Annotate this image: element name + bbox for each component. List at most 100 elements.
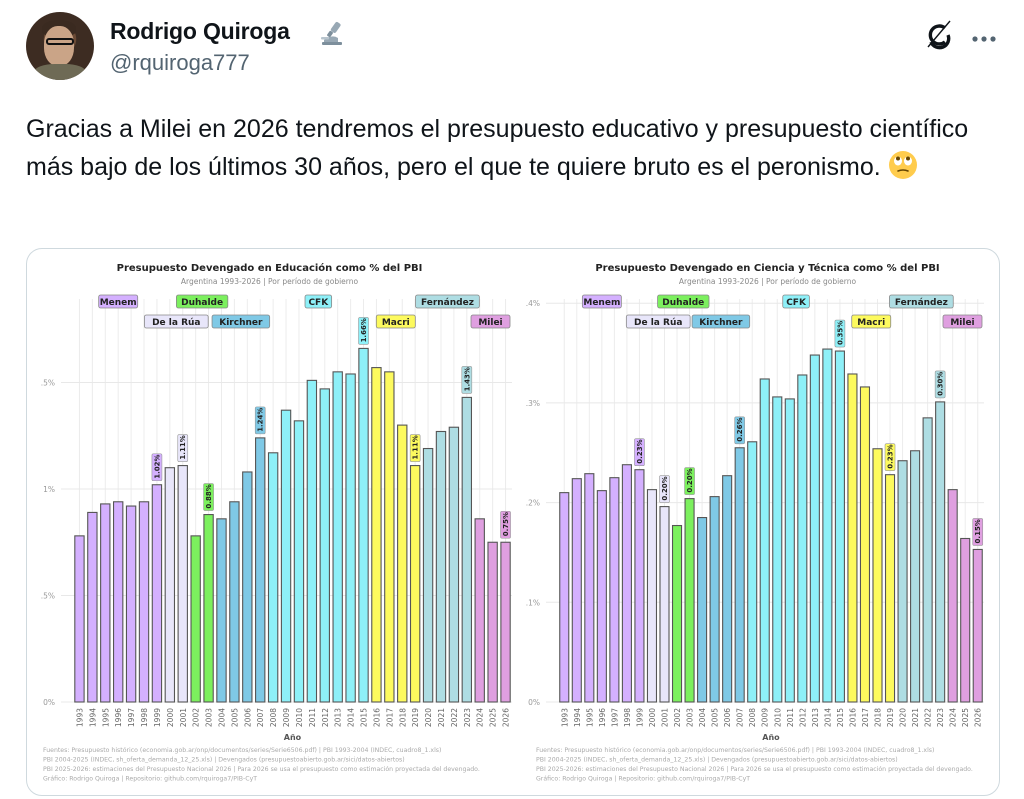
x-tick-label: 2023 (463, 708, 472, 727)
period-label-bg (942, 314, 983, 329)
bar-2026 (500, 541, 511, 703)
value-annotation-2015: 0.35% (834, 319, 846, 348)
bar-1995 (584, 473, 595, 703)
x-tick-label: 2010 (773, 708, 782, 727)
value-annotation-2007: 1.24% (254, 406, 266, 435)
chart-subtitle: Argentina 1993-2026 | Por período de gob… (181, 277, 359, 286)
avatar[interactable] (26, 12, 94, 80)
x-tick-label: 2024 (476, 708, 485, 727)
value-annotation-2003: 0.20% (684, 467, 695, 495)
bar-2019 (884, 474, 896, 703)
bar-2021 (435, 430, 447, 703)
x-tick-label: 2021 (911, 708, 920, 727)
bar-2011 (784, 398, 795, 703)
x-axis-title: Año (284, 733, 302, 742)
x-tick-label: 1995 (585, 708, 594, 727)
value-annotation-2015: 1.66% (358, 317, 369, 345)
value-annotation-2007: 0.26% (734, 416, 745, 445)
bar-2002 (671, 524, 683, 703)
x-tick-label: 2016 (372, 708, 381, 727)
bar-2008 (747, 441, 758, 703)
x-tick-label: 2001 (179, 708, 188, 727)
y-tick-label: .5% (41, 379, 55, 388)
period-label-text: Macri (857, 318, 885, 328)
x-tick-label: 2017 (861, 708, 870, 727)
x-tick-label: 2001 (661, 708, 670, 727)
period-label-bg (889, 294, 954, 309)
value-annotation-2023: 0.30% (934, 370, 946, 399)
bar-2021 (910, 450, 921, 703)
bar-2014 (822, 348, 833, 703)
period-label-cfk: CFK (304, 294, 333, 309)
bar-2008 (267, 452, 279, 703)
bar-2001 (659, 506, 670, 703)
x-tick-label: 2006 (243, 708, 252, 727)
value-annotation-bg (500, 510, 511, 539)
x-tick-label: 2021 (437, 708, 446, 727)
value-annotation-text: 1.43% (463, 367, 471, 391)
bar-2002 (190, 535, 201, 703)
chart-title: Presupuesto Devengado en Ciencia y Técni… (595, 262, 939, 274)
microscope-icon (321, 21, 342, 45)
value-annotation-bg (203, 483, 214, 511)
bar-2017 (859, 386, 871, 703)
x-tick-label: 2007 (736, 708, 745, 727)
bar-2000 (164, 467, 176, 703)
period-label-kirchner: Kirchner (691, 314, 751, 329)
value-annotation-bg (358, 317, 369, 345)
grok-icon[interactable] (920, 17, 956, 53)
bar-1994 (571, 478, 582, 703)
x-axis-title: Año (762, 733, 780, 742)
value-annotation-text: 1.02% (153, 454, 161, 478)
bar-2018 (397, 424, 408, 703)
bar-2010 (772, 396, 783, 703)
period-label-delara: De la Rúa (625, 314, 691, 329)
bar-2004 (216, 518, 227, 703)
tweet-media[interactable]: Presupuesto Devengado en Educación como … (26, 248, 1000, 796)
period-label-text: CFK (786, 298, 807, 308)
bar-2023 (461, 396, 473, 703)
face-with-rolling-eyes-icon (888, 151, 917, 179)
more-options-icon[interactable] (966, 22, 1002, 48)
author-display-name[interactable]: Rodrigo Quiroga (110, 18, 290, 44)
x-tick-label: 1994 (573, 708, 582, 727)
bar-2015 (834, 350, 845, 703)
period-label-text: Fernández (421, 298, 474, 308)
x-tick-label: 2025 (489, 708, 498, 727)
bar-1999 (634, 469, 645, 703)
period-label-delara: De la Rúa (143, 314, 209, 329)
x-tick-label: 2026 (974, 708, 983, 727)
x-tick-label: 2000 (648, 708, 657, 727)
x-tick-label: 1993 (560, 708, 569, 727)
x-tick-label: 2008 (748, 708, 757, 727)
value-annotation-bg (972, 518, 984, 546)
source-note-line: Fuentes: Presupuesto histórico (economia… (43, 746, 441, 754)
bar-1998 (621, 464, 632, 703)
source-note-line: PBI 2025-2026: estimaciones del Presupue… (43, 765, 480, 773)
period-label-bg (581, 294, 622, 309)
bar-2020 (422, 447, 434, 703)
chart-education: Presupuesto Devengado en Educación como … (41, 262, 512, 783)
x-tick-label: 2018 (398, 708, 407, 727)
period-label-menem: Menem (581, 294, 622, 309)
bar-2022 (922, 417, 933, 703)
period-label-milei: Milei (942, 314, 983, 329)
x-tick-label: 2013 (334, 708, 343, 727)
bar-2025 (487, 541, 498, 703)
value-annotation-bg (461, 366, 473, 394)
x-tick-label: 2015 (360, 708, 369, 727)
value-annotation-text: 0.26% (736, 417, 744, 441)
bar-1993 (559, 492, 570, 703)
chart-subtitle: Argentina 1993-2026 | Por período de gob… (679, 277, 857, 286)
x-tick-label: 2002 (192, 708, 201, 727)
period-label-macri: Macri (851, 314, 892, 329)
period-label-cfk: CFK (782, 294, 810, 309)
bar-2000 (646, 489, 658, 703)
source-note-line: PBI 2004-2025 (INDEC, sh_oferta_demanda_… (43, 757, 405, 764)
value-annotation-bg (884, 443, 896, 471)
author-handle[interactable]: @rquiroga777 (110, 50, 250, 75)
bar-2005 (229, 501, 240, 703)
x-tick-label: 2023 (936, 708, 945, 727)
value-annotation-bg (659, 475, 670, 503)
period-label-text: CFK (308, 298, 329, 308)
